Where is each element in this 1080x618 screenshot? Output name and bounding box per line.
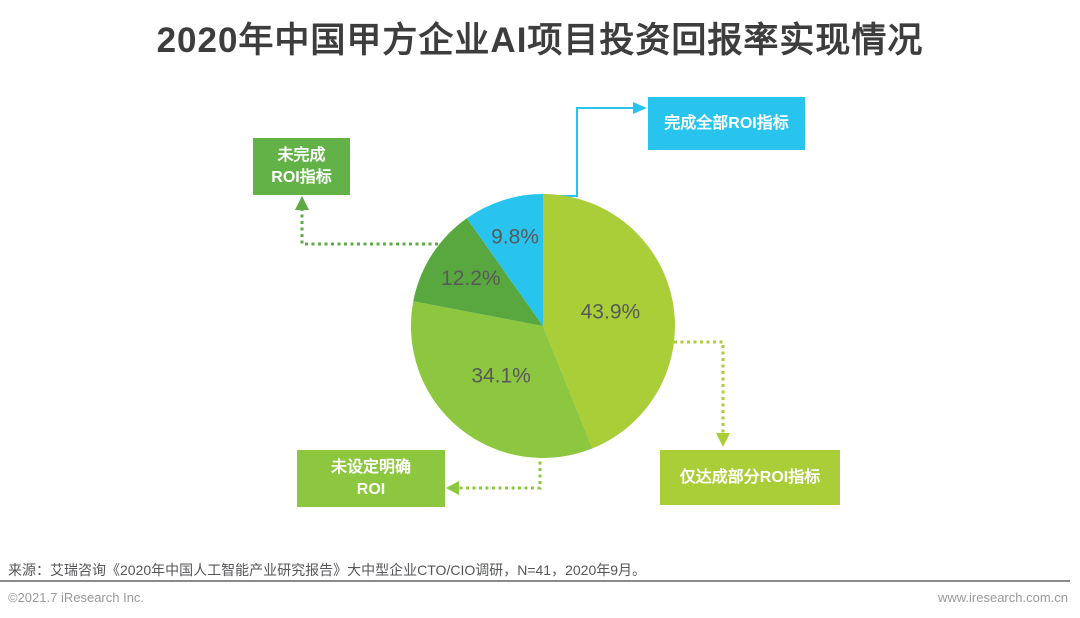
pie-percent-label-4: 9.8%	[491, 225, 539, 248]
callout-no-roi: 未设定明确ROI	[297, 450, 445, 507]
pie-slice-4	[466, 194, 543, 326]
pie-percent-label-1: 43.9%	[581, 300, 641, 323]
callout-partial-roi-label: 仅达成部分ROI指标	[679, 468, 821, 486]
callout-partial-roi: 仅达成部分ROI指标	[660, 450, 840, 505]
pie-percent-label-2: 34.1%	[471, 365, 531, 388]
arrow-up-icon	[295, 196, 309, 210]
callout-no-roi-label: 未设定明确ROI	[330, 458, 411, 498]
website-text: www.iresearch.com.cn	[937, 590, 1068, 605]
pie-percent-label-3: 12.2%	[441, 267, 501, 290]
pie-slice-2	[410, 301, 593, 459]
arrow-right-icon	[633, 102, 647, 114]
source-note: 来源：艾瑞咨询《2020年中国人工智能产业研究报告》大中型企业CTO/CIO调研…	[8, 562, 647, 578]
connector-incomplete-roi	[295, 196, 438, 246]
arrow-down-icon	[716, 433, 730, 447]
callout-complete-roi-label: 完成全部ROI指标	[664, 114, 789, 132]
callout-incomplete-roi: 未完成ROI指标	[253, 138, 350, 195]
pie-slice-1	[543, 194, 675, 449]
footer-divider	[0, 580, 1070, 582]
callout-incomplete-roi-label: 未完成ROI指标	[271, 146, 332, 186]
pie-slice-3	[413, 218, 543, 326]
pie-chart	[410, 194, 675, 459]
chart-title: 2020年中国甲方企业AI项目投资回报率实现情况	[156, 21, 924, 60]
connector-complete-roi	[543, 102, 647, 197]
pie-percent-labels: 43.9% 34.1% 12.2% 9.8%	[441, 225, 640, 387]
callout-complete-roi: 完成全部ROI指标	[648, 97, 805, 150]
footer: ©2021.7 iResearch Inc. www.iresearch.com…	[8, 590, 1068, 605]
copyright-text: ©2021.7 iResearch Inc.	[8, 590, 145, 605]
connector-partial-roi	[674, 340, 730, 447]
connector-no-roi	[446, 455, 542, 495]
arrow-left-icon	[446, 481, 459, 495]
